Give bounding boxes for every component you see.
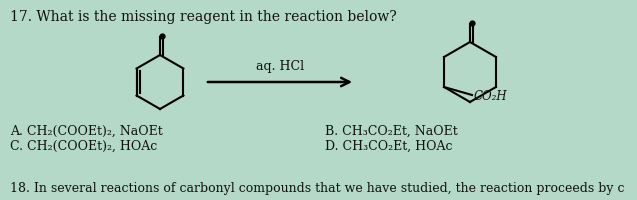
Text: 17. What is the missing reagent in the reaction below?: 17. What is the missing reagent in the r… [10,10,397,24]
Text: CO₂H: CO₂H [474,90,508,102]
Text: A. CH₂(COOEt)₂, NaOEt: A. CH₂(COOEt)₂, NaOEt [10,125,162,138]
Text: B. CH₃CO₂Et, NaOEt: B. CH₃CO₂Et, NaOEt [325,125,458,138]
Text: aq. HCl: aq. HCl [256,60,304,73]
Text: C. CH₂(COOEt)₂, HOAc: C. CH₂(COOEt)₂, HOAc [10,140,157,153]
Text: 18. In several reactions of carbonyl compounds that we have studied, the reactio: 18. In several reactions of carbonyl com… [10,182,624,195]
Text: D. CH₃CO₂Et, HOAc: D. CH₃CO₂Et, HOAc [325,140,452,153]
